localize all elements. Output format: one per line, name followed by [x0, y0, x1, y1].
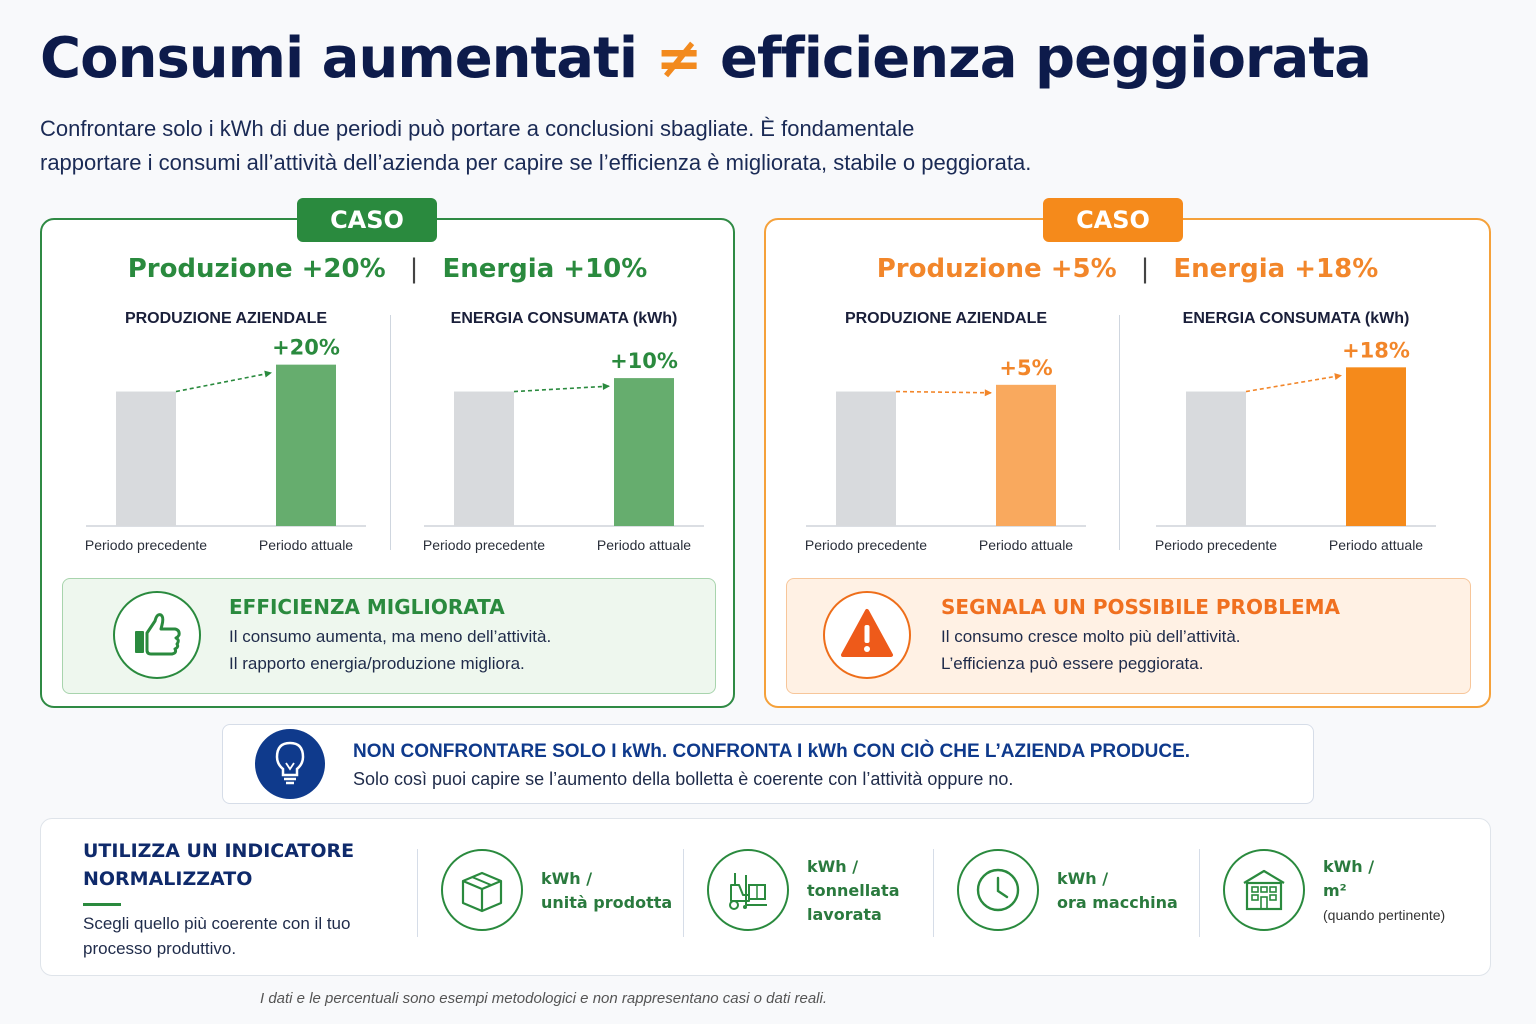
case-a-verdict-title: EFFICIENZA MIGLIORATA	[229, 595, 505, 619]
case-b-verdict: SEGNALA UN POSSIBILE PROBLEMA Il consumo…	[786, 578, 1471, 694]
bar-previous	[116, 391, 176, 526]
x-tick-label: Periodo attuale	[979, 537, 1073, 553]
bar-previous	[1186, 391, 1246, 526]
x-tick-label: Periodo attuale	[259, 537, 353, 553]
x-tick-label: Periodo precedente	[1155, 537, 1277, 553]
change-label: +5%	[999, 356, 1052, 380]
trend-arrow	[513, 385, 611, 393]
key-message-text: Solo così puoi capire se l’aumento della…	[353, 769, 1014, 789]
bar-current	[1346, 367, 1406, 526]
x-tick-label: Periodo attuale	[1329, 537, 1423, 553]
x-tick-label: Periodo attuale	[597, 537, 691, 553]
bar-current	[276, 364, 336, 526]
lightbulb-icon	[255, 729, 325, 799]
disclaimer: I dati e le percentuali sono esempi meto…	[260, 990, 828, 1007]
change-label: +20%	[272, 336, 340, 360]
indicator-line: kWh /	[1057, 869, 1109, 888]
case-b-verdict-line-2: L’efficienza può essere peggiorata.	[941, 654, 1204, 673]
bar-current	[614, 378, 674, 526]
box-icon	[441, 849, 523, 931]
indicator-note: (quando pertinente)	[1323, 907, 1446, 923]
building-icon	[1223, 849, 1305, 931]
bar-previous	[836, 391, 896, 526]
key-message-title: NON CONFRONTARE SOLO I kWh. CONFRONTA I …	[353, 741, 1191, 762]
indicator-line: tonnellata	[807, 881, 900, 900]
case-b-headline-energy: Energia +18%	[1173, 254, 1379, 284]
title-part-2: efficienza peggiorata	[719, 26, 1372, 91]
indicator-line: ora macchina	[1057, 893, 1178, 912]
title-part-1: Consumi aumentati	[40, 26, 638, 91]
chart-svg: Periodo precedente Periodo attuale +5%	[805, 356, 1086, 553]
indicator-line: kWh /	[541, 869, 593, 888]
case-a-badge: CASO A	[297, 198, 437, 278]
indicator-divider	[683, 849, 684, 937]
title-underline	[83, 903, 121, 906]
trend-arrow-head	[1334, 373, 1342, 380]
chart-title: ENERGIA CONSUMATA (kWh)	[1182, 310, 1410, 327]
normalized-indicator-panel: UTILIZZA UN INDICATORE NORMALIZZATO Sceg…	[40, 818, 1491, 976]
thumbs-up-icon	[113, 591, 201, 679]
page-subtitle: Confrontare solo i kWh di due periodi pu…	[40, 112, 1220, 180]
chart-svg: Periodo precedente Periodo attuale +10%	[423, 349, 704, 553]
bar-previous	[454, 391, 514, 526]
trend-arrow-head	[264, 370, 272, 378]
indicator-line: kWh /	[807, 857, 859, 876]
key-message-box: NON CONFRONTARE SOLO I kWh. CONFRONTA I …	[222, 724, 1314, 804]
change-label: +10%	[610, 349, 678, 373]
indicator-divider	[933, 849, 934, 937]
case-a-verdict-line-2: Il rapporto energia/produzione migliora.	[229, 654, 525, 673]
case-a-energy-chart: ENERGIA CONSUMATA (kWh) Periodo preceden…	[414, 310, 714, 570]
trend-arrow	[895, 390, 993, 394]
trend-arrow-head	[602, 383, 610, 390]
chart-title: PRODUZIONE AZIENDALE	[124, 310, 328, 327]
x-tick-label: Periodo precedente	[805, 537, 927, 553]
case-a-verdict: EFFICIENZA MIGLIORATA Il consumo aumenta…	[62, 578, 716, 694]
chart-divider	[1119, 315, 1120, 550]
indicator-divider	[417, 849, 418, 937]
indicator-line: lavorata	[807, 905, 882, 924]
chart-divider	[390, 315, 391, 550]
page-title: Consumi aumentati ≠ efficienza peggiorat…	[40, 26, 1372, 91]
chart-svg: Periodo precedente Periodo attuale +20%	[85, 336, 366, 553]
case-b-headline-production: Produzione +5%	[876, 254, 1117, 284]
chart-title: ENERGIA CONSUMATA (kWh)	[450, 310, 678, 327]
headline-separator: |	[409, 254, 419, 284]
normalized-description: Scegli quello più coerente con il tuo pr…	[83, 914, 351, 958]
headline-separator: |	[1140, 254, 1150, 284]
normalized-title: UTILIZZA UN INDICATORE NORMALIZZATO	[83, 840, 355, 890]
case-a-headline-energy: Energia +10%	[442, 254, 648, 284]
x-tick-label: Periodo precedente	[85, 537, 207, 553]
case-b-energy-chart: ENERGIA CONSUMATA (kWh) Periodo preceden…	[1146, 310, 1446, 570]
chart-title: PRODUZIONE AZIENDALE	[844, 310, 1048, 327]
subtitle-line-2: rapportare i consumi all’attività dell’a…	[40, 150, 1032, 175]
case-a-panel: CASO A Produzione +20% | Energia +10% PROD…	[40, 198, 735, 708]
case-b-badge: CASO B	[1043, 198, 1183, 278]
indicator-line: kWh /	[1323, 857, 1375, 876]
case-b-verdict-line-1: Il consumo cresce molto più dell’attivit…	[941, 627, 1241, 646]
case-b-verdict-title: SEGNALA UN POSSIBILE PROBLEMA	[941, 595, 1340, 619]
chart-svg: Periodo precedente Periodo attuale +18%	[1155, 338, 1436, 553]
indicator-line: unità prodotta	[541, 893, 673, 912]
case-b-production-chart: PRODUZIONE AZIENDALE Periodo precedente P…	[796, 310, 1096, 570]
forklift-icon	[707, 849, 789, 931]
trend-arrow	[1245, 374, 1343, 393]
case-a-verdict-line-1: Il consumo aumenta, ma meno dell’attivit…	[229, 627, 552, 646]
trend-arrow	[175, 371, 273, 393]
case-a-headline-production: Produzione +20%	[127, 254, 386, 284]
warning-icon	[823, 591, 911, 679]
subtitle-line-1: Confrontare solo i kWh di due periodi pu…	[40, 116, 915, 141]
case-a-production-chart: PRODUZIONE AZIENDALE Periodo precedente P…	[76, 310, 376, 570]
case-b-panel: CASO B Produzione +5% | Energia +18% PRODU…	[764, 198, 1491, 708]
trend-arrow-head	[984, 389, 992, 397]
clock-icon	[957, 849, 1039, 931]
case-a-headline: Produzione +20% | Energia +10%	[42, 254, 733, 284]
not-equal-sign: ≠	[655, 26, 703, 91]
indicator-line: m²	[1323, 881, 1347, 900]
change-label: +18%	[1342, 338, 1410, 362]
case-b-headline: Produzione +5% | Energia +18%	[766, 254, 1489, 284]
indicator-divider	[1199, 849, 1200, 937]
x-tick-label: Periodo precedente	[423, 537, 545, 553]
bar-current	[996, 384, 1056, 526]
